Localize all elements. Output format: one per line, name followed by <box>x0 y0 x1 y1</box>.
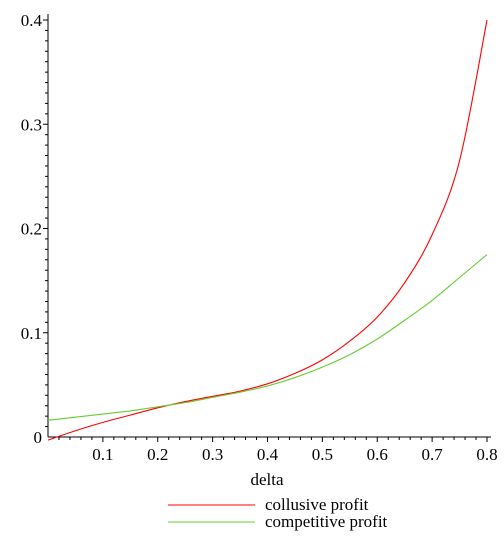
x-tick-label: 0.2 <box>147 445 168 464</box>
x-tick-label: 0.8 <box>476 445 497 464</box>
axes <box>43 14 491 442</box>
legend-label: competitive profit <box>265 512 388 531</box>
y-tick-label: 0.1 <box>21 324 42 343</box>
x-tick-label: 0.6 <box>367 445 388 464</box>
x-tick-label: 0.4 <box>257 445 279 464</box>
series-layer <box>47 19 488 441</box>
x-tick-label: 0.7 <box>422 445 444 464</box>
y-tick-label: 0 <box>34 428 43 447</box>
series-line-competitive-profit <box>47 254 488 421</box>
x-tick-labels: 0.1 0.2 0.3 0.4 0.5 0.6 0.7 0.8 <box>92 445 497 464</box>
legend-label: collusive profit <box>265 495 369 514</box>
x-tick-label: 0.3 <box>202 445 223 464</box>
y-tick-label: 0.4 <box>21 11 43 30</box>
y-tick-labels: 0 0.1 0.2 0.3 0.4 <box>21 11 43 447</box>
y-tick-label: 0.3 <box>21 115 42 134</box>
x-tick-label: 0.1 <box>92 445 113 464</box>
x-axis-label: delta <box>250 470 283 489</box>
y-tick-label: 0.2 <box>21 220 42 239</box>
x-tick-label: 0.5 <box>312 445 333 464</box>
series-line-collusive-profit <box>47 19 488 441</box>
